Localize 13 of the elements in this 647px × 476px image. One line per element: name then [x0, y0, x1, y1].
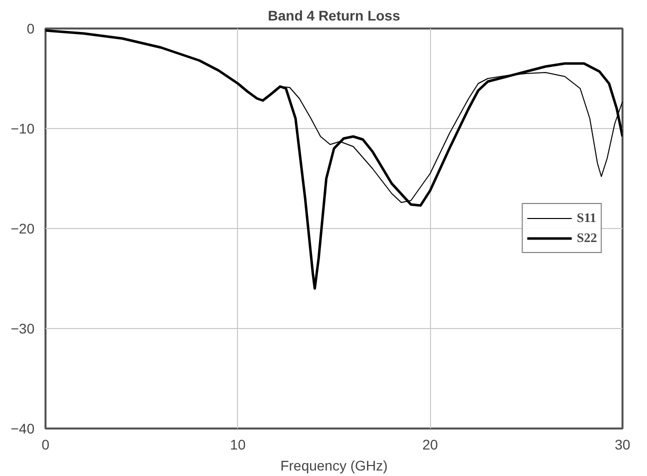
x-tick-label: 30	[614, 436, 630, 452]
y-tick-label: −20	[10, 220, 35, 236]
x-axis-title: Frequency (GHz)	[280, 458, 388, 474]
legend-label: S11	[576, 210, 597, 226]
y-tick-label: −40	[10, 420, 35, 436]
x-tick-label: 20	[422, 436, 438, 452]
legend-label: S22	[576, 230, 597, 246]
x-tick-label: 10	[230, 436, 246, 452]
chart-title: Band 4 Return Loss	[268, 8, 400, 24]
y-tick-label: 0	[26, 20, 35, 36]
y-tick-label: −30	[10, 320, 35, 336]
x-tick-label: 0	[42, 436, 50, 452]
y-tick-label: −10	[10, 120, 35, 136]
